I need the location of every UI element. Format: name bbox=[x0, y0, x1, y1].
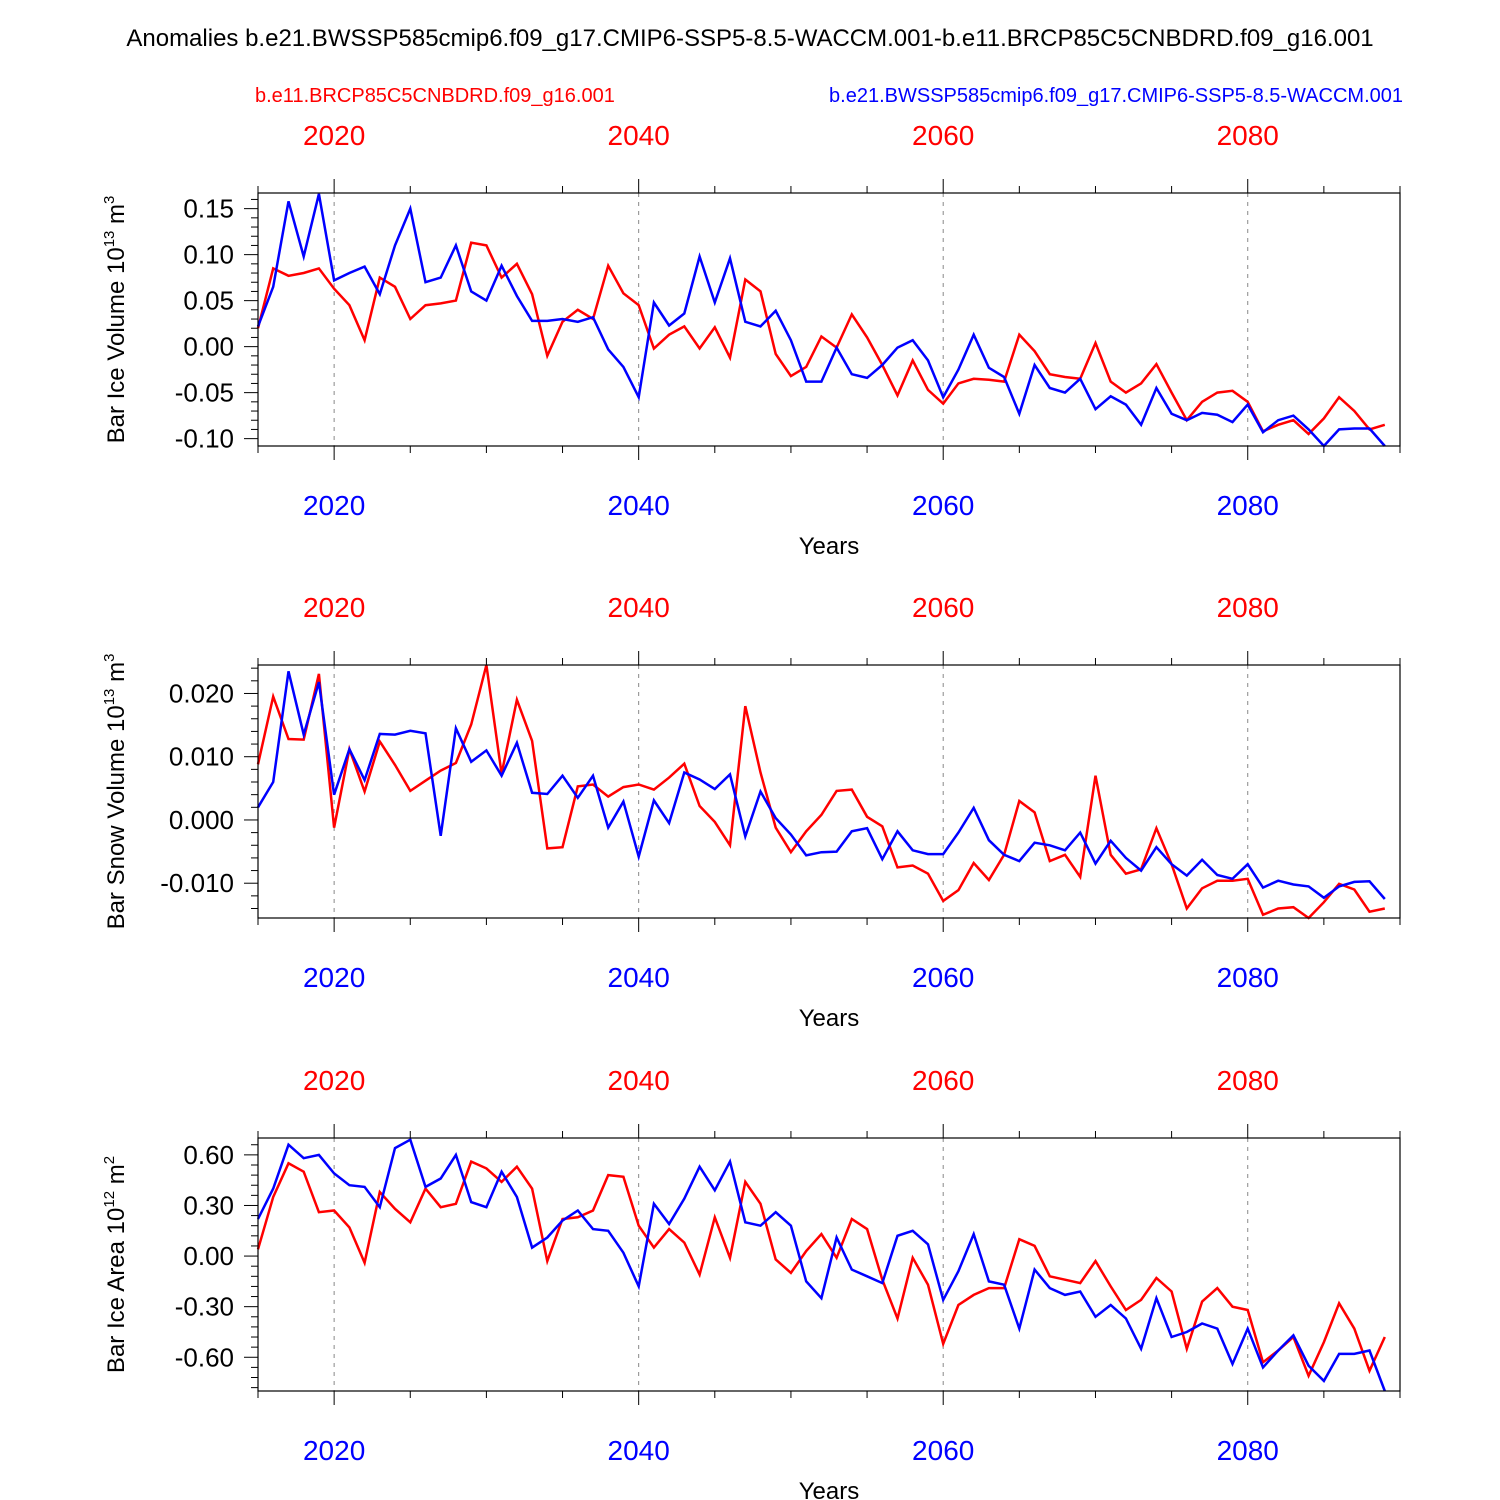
y-tick-label: 0.15 bbox=[183, 194, 234, 224]
series-line-blue bbox=[256, 671, 1386, 900]
y-tick-label: -0.30 bbox=[175, 1292, 234, 1322]
series-line-red bbox=[256, 241, 1386, 436]
y-tick-label: -0.10 bbox=[175, 424, 234, 454]
x-top-tick-label: 2040 bbox=[608, 592, 670, 623]
y-tick-label: 0.05 bbox=[183, 286, 234, 316]
series-line-red bbox=[256, 664, 1386, 920]
y-axis-label-exponent: 13 bbox=[101, 231, 118, 248]
y-tick-label: 0.60 bbox=[183, 1140, 234, 1170]
x-top-tick-label: 2020 bbox=[303, 120, 365, 151]
y-tick-label: 0.10 bbox=[183, 240, 234, 270]
x-top-tick-label: 2060 bbox=[912, 592, 974, 623]
x-top-tick-label: 2040 bbox=[608, 1065, 670, 1096]
y-axis-label-main: Bar Snow Volume 10 bbox=[103, 705, 130, 929]
x-bottom-tick-label: 2020 bbox=[303, 1435, 365, 1466]
y-axis-label-exponent: 13 bbox=[101, 689, 118, 706]
series-line-red bbox=[256, 1159, 1386, 1380]
x-top-tick-label: 2060 bbox=[912, 120, 974, 151]
x-axis-label: Years bbox=[799, 1005, 860, 1032]
panel-3: -0.60 -0.30 0.00 0.30 0.60 2020 2020 2040 2040 20… bbox=[101, 1065, 1401, 1500]
legend-red-label: b.e11.BRCP85C5CNBDRD.f09_g16.001 bbox=[255, 85, 615, 107]
x-bottom-tick-label: 2020 bbox=[303, 962, 365, 993]
x-bottom-tick-label: 2060 bbox=[912, 1435, 974, 1466]
y-tick-label: -0.05 bbox=[175, 378, 234, 408]
x-bottom-tick-label: 2060 bbox=[912, 962, 974, 993]
x-bottom-tick-label: 2040 bbox=[608, 962, 670, 993]
x-axis-label: Years bbox=[799, 533, 860, 560]
y-axis-label-unit-exponent: 3 bbox=[101, 654, 118, 662]
y-tick-label: 0.020 bbox=[169, 678, 234, 708]
y-axis-label-main: Bar Ice Volume 10 bbox=[103, 247, 130, 443]
y-tick-label: 0.000 bbox=[169, 805, 234, 835]
series-line-blue bbox=[256, 193, 1386, 448]
y-axis-label: Bar Ice Volume 1013 m3 bbox=[101, 196, 130, 444]
x-bottom-tick-label: 2080 bbox=[1217, 1435, 1279, 1466]
x-top-tick-label: 2080 bbox=[1217, 1065, 1279, 1096]
plot-frame bbox=[257, 192, 1401, 447]
x-top-tick-label: 2020 bbox=[303, 592, 365, 623]
y-tick-label: 0.010 bbox=[169, 742, 234, 772]
y-axis-label-exponent: 12 bbox=[101, 1191, 118, 1208]
plot-frame bbox=[257, 664, 1401, 919]
x-bottom-tick-label: 2080 bbox=[1217, 490, 1279, 521]
y-axis-label-unit: m bbox=[103, 662, 130, 689]
y-tick-label: -0.60 bbox=[175, 1342, 234, 1372]
y-axis-label-unit-exponent: 2 bbox=[101, 1156, 118, 1164]
x-top-tick-label: 2060 bbox=[912, 1065, 974, 1096]
plot-frame bbox=[257, 1137, 1401, 1392]
x-bottom-tick-label: 2020 bbox=[303, 490, 365, 521]
panel-1: -0.10 -0.05 0.00 0.05 0.10 0.15 2020 2020 2040 20… bbox=[101, 120, 1401, 560]
y-axis-label-unit: m bbox=[103, 204, 130, 231]
y-axis-label-unit-exponent: 3 bbox=[101, 196, 118, 204]
x-bottom-tick-label: 2040 bbox=[608, 1435, 670, 1466]
y-tick-label: 0.30 bbox=[183, 1190, 234, 1220]
y-tick-label: -0.010 bbox=[160, 868, 234, 898]
x-top-tick-label: 2080 bbox=[1217, 120, 1279, 151]
x-bottom-tick-label: 2060 bbox=[912, 490, 974, 521]
y-tick-label: 0.00 bbox=[183, 332, 234, 362]
figure-title: Anomalies b.e21.BWSSP585cmip6.f09_g17.CM… bbox=[126, 25, 1373, 52]
x-bottom-tick-label: 2080 bbox=[1217, 962, 1279, 993]
x-top-tick-label: 2020 bbox=[303, 1065, 365, 1096]
y-axis-label: Bar Ice Area 1012 m2 bbox=[101, 1156, 130, 1373]
legend-blue-label: b.e21.BWSSP585cmip6.f09_g17.CMIP6-SSP5-8… bbox=[829, 85, 1403, 107]
panel-2: -0.010 0.000 0.010 0.020 2020 2020 2040 2040 206… bbox=[101, 592, 1401, 1032]
panels: -0.10-0.050.000.050.100.1520202020204020… bbox=[101, 120, 1401, 1500]
x-axis-label: Years bbox=[799, 1478, 860, 1500]
y-axis-label-unit: m bbox=[103, 1164, 130, 1191]
y-axis-label-main: Bar Ice Area 10 bbox=[103, 1208, 130, 1373]
x-bottom-tick-label: 2040 bbox=[608, 490, 670, 521]
series-line-blue bbox=[256, 1137, 1386, 1392]
y-tick-label: 0.00 bbox=[183, 1241, 234, 1271]
x-top-tick-label: 2040 bbox=[608, 120, 670, 151]
x-top-tick-label: 2080 bbox=[1217, 592, 1279, 623]
y-axis-label: Bar Snow Volume 1013 m3 bbox=[101, 654, 130, 930]
